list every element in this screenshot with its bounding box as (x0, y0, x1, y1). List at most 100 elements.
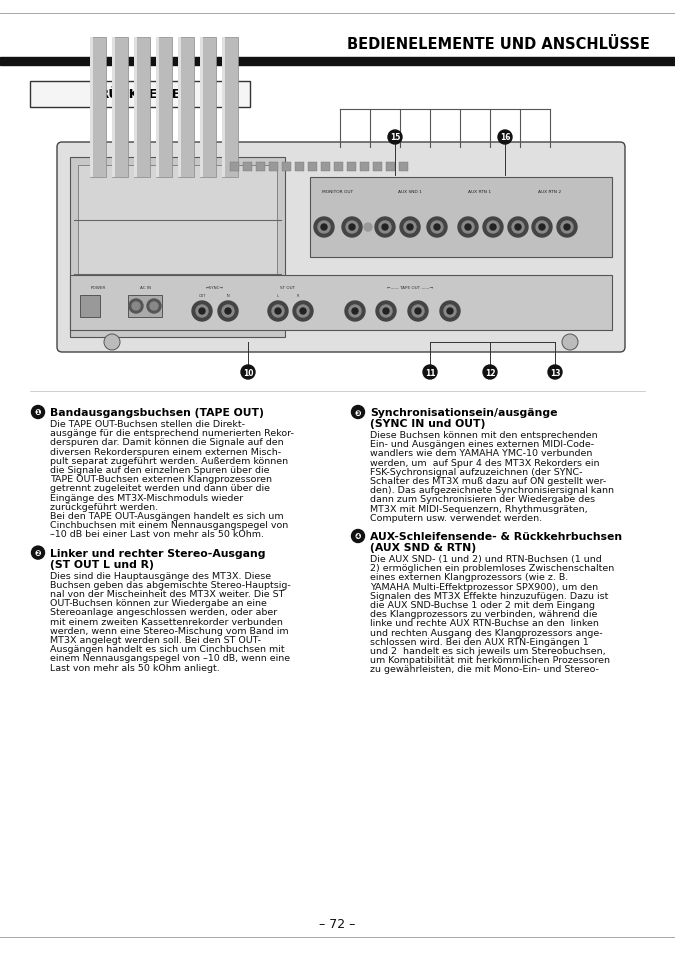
Circle shape (375, 218, 395, 237)
Text: Bei den TAPE OUT-Ausgängen handelt es sich um: Bei den TAPE OUT-Ausgängen handelt es si… (50, 512, 284, 520)
Text: ❹: ❹ (355, 532, 361, 541)
Bar (222, 38, 238, 178)
Text: 2) ermöglichen ein problemloses Zwischenschalten: 2) ermöglichen ein problemloses Zwischen… (370, 563, 614, 573)
Bar (310, 178, 612, 257)
Bar (334, 163, 343, 172)
Text: Synchronisationsein/ausgänge: Synchronisationsein/ausgänge (370, 408, 558, 417)
Circle shape (562, 335, 578, 351)
Text: MT3X mit MIDI-Sequenzern, Rhythmusgräten,: MT3X mit MIDI-Sequenzern, Rhythmusgräten… (370, 504, 588, 513)
Circle shape (192, 302, 212, 322)
Circle shape (431, 222, 443, 233)
Bar (112, 38, 128, 178)
Circle shape (268, 302, 288, 322)
Text: (SYNC IN und OUT): (SYNC IN und OUT) (370, 418, 485, 429)
Text: MT3X angelegt werden soll. Bei den ST OUT-: MT3X angelegt werden soll. Bei den ST OU… (50, 636, 261, 644)
Circle shape (483, 366, 497, 379)
Text: TAPE OUT-Buchsen externen Klangprozessoren: TAPE OUT-Buchsen externen Klangprozessor… (50, 475, 272, 484)
Bar (243, 163, 252, 172)
Circle shape (515, 225, 521, 231)
Text: OUT-Buchsen können zur Wiedergabe an eine: OUT-Buchsen können zur Wiedergabe an ein… (50, 598, 267, 608)
Text: Linker und rechter Stereo-Ausgang: Linker und rechter Stereo-Ausgang (50, 548, 265, 558)
Text: dann zum Synchronisieren der Wiedergabe des: dann zum Synchronisieren der Wiedergabe … (370, 495, 595, 504)
Text: IN: IN (226, 294, 230, 297)
Text: 10: 10 (243, 368, 253, 377)
Text: Ein- und Ausgängen eines externen MIDI-Code-: Ein- und Ausgängen eines externen MIDI-C… (370, 439, 594, 449)
Bar (386, 163, 395, 172)
Circle shape (512, 222, 524, 233)
Circle shape (321, 225, 327, 231)
Bar (134, 38, 137, 178)
Circle shape (104, 335, 120, 351)
Text: 12: 12 (485, 368, 495, 377)
Text: derspuren dar. Damit können die Signale auf den: derspuren dar. Damit können die Signale … (50, 438, 284, 447)
Text: RÜCKSEITE: RÜCKSEITE (99, 89, 182, 101)
Text: Dies sind die Hauptausgänge des MT3X. Diese: Dies sind die Hauptausgänge des MT3X. Di… (50, 571, 271, 580)
Text: zurückgeführt werden.: zurückgeführt werden. (50, 502, 158, 511)
Text: ❶: ❶ (34, 408, 41, 417)
Bar (222, 38, 225, 178)
Bar (0, 58, 675, 66)
Circle shape (440, 302, 460, 322)
Text: schlossen wird. Bei den AUX RTN-Eingängen 1: schlossen wird. Bei den AUX RTN-Eingänge… (370, 638, 589, 646)
Circle shape (376, 302, 396, 322)
Circle shape (400, 218, 420, 237)
Text: Diese Buchsen können mit den entsprechenden: Diese Buchsen können mit den entsprechen… (370, 431, 597, 439)
Text: AUX-Schleifensende- & Rückkehrbuchsen: AUX-Schleifensende- & Rückkehrbuchsen (370, 532, 622, 541)
Text: pult separat zugeführt werden. Außerdem können: pult separat zugeführt werden. Außerdem … (50, 456, 288, 465)
Circle shape (342, 218, 362, 237)
Text: Schalter des MT3X muß dazu auf ON gestellt wer-: Schalter des MT3X muß dazu auf ON gestel… (370, 476, 606, 485)
Circle shape (415, 309, 421, 314)
Text: ausgänge für die entsprechend numerierten Rekor-: ausgänge für die entsprechend numerierte… (50, 429, 294, 437)
Text: Die TAPE OUT-Buchsen stellen die Direkt-: Die TAPE OUT-Buchsen stellen die Direkt- (50, 419, 245, 429)
Bar (70, 275, 612, 331)
Text: ❸: ❸ (355, 408, 361, 417)
Circle shape (483, 218, 503, 237)
Bar (295, 163, 304, 172)
Text: diversen Rekorderspuren einem externen Misch-: diversen Rekorderspuren einem externen M… (50, 447, 281, 456)
Text: 11: 11 (425, 368, 435, 377)
Text: – 72 –: – 72 – (319, 917, 355, 930)
Bar (399, 163, 408, 172)
Circle shape (539, 225, 545, 231)
Circle shape (548, 366, 562, 379)
Text: um Kompatibilität mit herkömmlichen Prozessoren: um Kompatibilität mit herkömmlichen Proz… (370, 656, 610, 664)
Circle shape (447, 309, 453, 314)
Bar (90, 38, 93, 178)
Bar (360, 163, 369, 172)
Circle shape (352, 309, 358, 314)
Circle shape (222, 306, 234, 317)
Text: AUX RTN 2: AUX RTN 2 (539, 190, 562, 193)
Text: BEDIENELEMENTE UND ANSCHLÜSSE: BEDIENELEMENTE UND ANSCHLÜSSE (347, 37, 650, 52)
Circle shape (297, 306, 309, 317)
Bar (282, 163, 291, 172)
Circle shape (147, 299, 161, 314)
Circle shape (532, 218, 552, 237)
Circle shape (241, 366, 255, 379)
Bar (256, 163, 265, 172)
Circle shape (32, 546, 45, 559)
Text: Eingänge des MT3X-Mischmoduls wieder: Eingänge des MT3X-Mischmoduls wieder (50, 493, 243, 502)
Bar (134, 38, 150, 178)
Circle shape (272, 306, 284, 317)
Circle shape (380, 306, 392, 317)
Text: MONITOR OUT: MONITOR OUT (323, 190, 354, 193)
Bar (230, 163, 239, 172)
Circle shape (404, 222, 416, 233)
Circle shape (346, 222, 358, 233)
Text: werden, um  auf Spur 4 des MT3X Rekorders ein: werden, um auf Spur 4 des MT3X Rekorders… (370, 458, 599, 467)
Circle shape (382, 225, 388, 231)
Text: den). Das aufgezeichnete Synchronisiersignal kann: den). Das aufgezeichnete Synchronisiersi… (370, 486, 614, 495)
Text: 16: 16 (500, 133, 510, 142)
Text: die Signale auf den einzelnen Spuren über die: die Signale auf den einzelnen Spuren übe… (50, 465, 269, 475)
Text: Buchsen geben das abgemischte Stereo-Hauptsig-: Buchsen geben das abgemischte Stereo-Hau… (50, 580, 291, 589)
Circle shape (465, 225, 471, 231)
Bar (78, 166, 277, 330)
Circle shape (225, 309, 231, 314)
Bar (200, 38, 216, 178)
Circle shape (349, 306, 361, 317)
Bar (156, 38, 159, 178)
Bar (178, 38, 181, 178)
Text: (ST OUT L und R): (ST OUT L und R) (50, 559, 154, 569)
Circle shape (487, 222, 499, 233)
FancyBboxPatch shape (57, 143, 625, 353)
